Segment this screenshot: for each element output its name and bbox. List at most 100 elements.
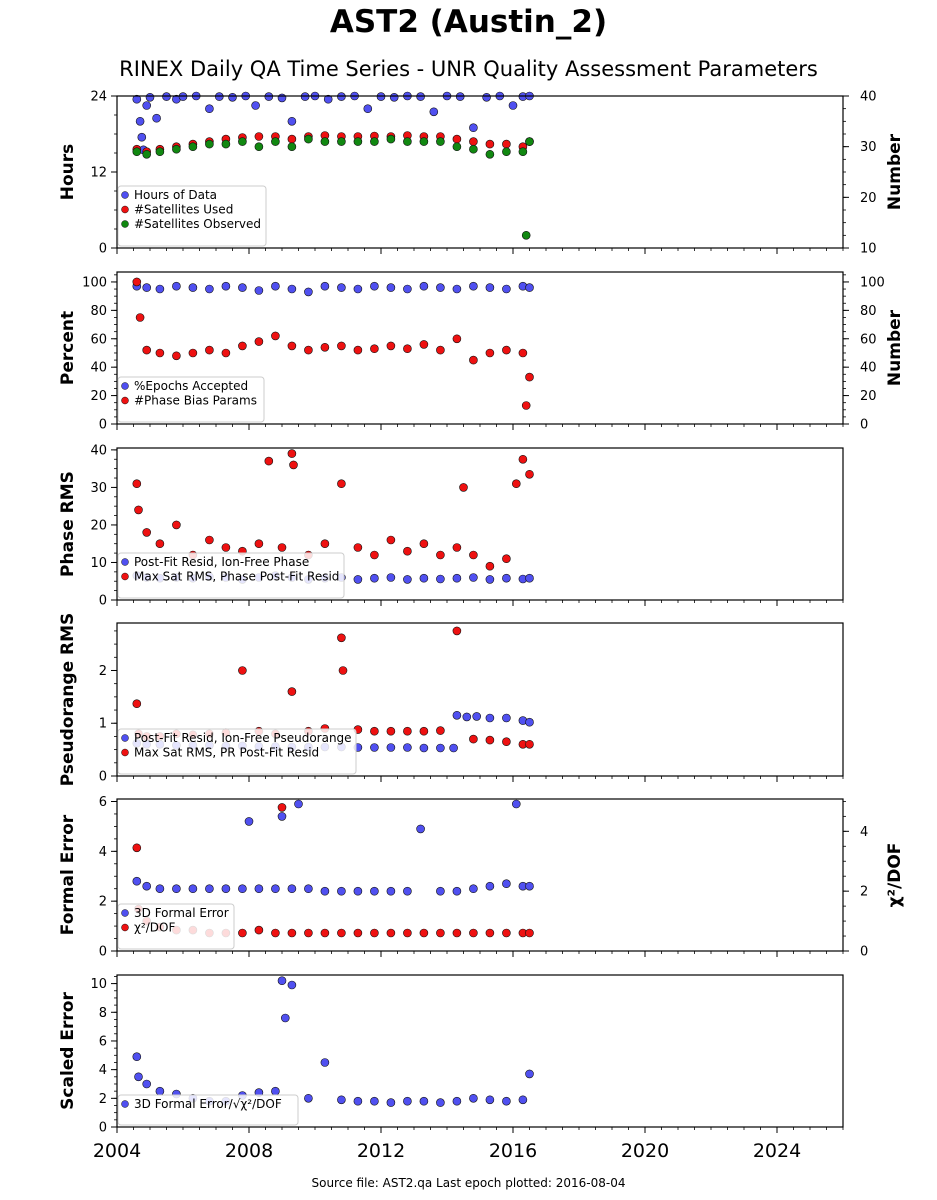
data-point (337, 479, 346, 489)
data-point (419, 137, 429, 146)
data-point (403, 546, 412, 556)
data-point (254, 132, 264, 141)
data-point (221, 281, 231, 291)
data-point (459, 483, 468, 492)
series-5-1 (132, 799, 534, 896)
data-point (525, 137, 534, 146)
data-point (353, 284, 363, 294)
data-point (518, 147, 528, 156)
y-tick-label: 40 (90, 443, 107, 458)
data-point (502, 879, 511, 889)
data-point (419, 539, 429, 549)
y-tick-label: 2 (99, 664, 107, 679)
data-point (271, 884, 280, 894)
data-point (137, 132, 147, 142)
data-point (403, 726, 412, 736)
data-point (188, 884, 198, 894)
legend-marker (121, 558, 129, 566)
data-point (518, 1095, 528, 1105)
data-point (502, 139, 511, 149)
chart-subtitle: RINEX Daily QA Time Series - UNR Quality… (119, 57, 818, 81)
legend-label: #Satellites Observed (134, 217, 261, 231)
data-point (304, 884, 313, 894)
data-point (142, 150, 151, 159)
legend-label: %Epochs Accepted (134, 379, 248, 393)
data-point (205, 284, 214, 294)
data-point (386, 743, 396, 752)
x-tick-label: 2024 (753, 1140, 801, 1162)
y-tick-label: 10 (90, 556, 107, 571)
data-point (436, 345, 445, 355)
data-point (353, 575, 363, 584)
data-point (469, 928, 478, 938)
data-point (271, 137, 280, 146)
data-point (152, 113, 161, 123)
data-point (403, 344, 412, 354)
data-point (142, 345, 151, 355)
data-point (287, 117, 297, 126)
legend-box (117, 552, 345, 599)
data-point (419, 928, 429, 938)
data-point (132, 876, 142, 886)
chart-title: AST2 (Austin_2) (329, 4, 608, 40)
data-point (485, 735, 495, 745)
y-tick-label: 1 (99, 717, 107, 732)
panel-2: 0 20 40 60 80 100 0 20 40 60 80 100 Number Percent %Ep… (58, 271, 905, 433)
y-tick-label: 60 (90, 332, 107, 347)
data-point (132, 479, 142, 489)
data-point (452, 710, 462, 720)
data-point (386, 535, 396, 545)
data-point (386, 1098, 396, 1107)
data-point (221, 348, 231, 358)
data-point (370, 743, 379, 752)
data-point (469, 1094, 478, 1103)
data-point (134, 505, 143, 515)
legend: Hours of Data#Satellites Used#Satellites… (117, 185, 267, 247)
data-point (142, 528, 151, 537)
data-point (502, 573, 511, 583)
legend-marker (121, 1100, 129, 1108)
y-tick-label: 20 (90, 518, 107, 533)
data-point (485, 139, 495, 149)
data-point (254, 539, 264, 549)
data-point (264, 456, 274, 466)
data-point (337, 283, 346, 292)
data-point (228, 93, 237, 102)
panel-4: 0 1 2 Pseudorange RMS Post-Fit Resid, Ion-Fr… (58, 613, 844, 786)
data-point (172, 520, 181, 530)
data-point (403, 284, 412, 294)
legend-marker (121, 220, 129, 228)
y2-tick-label: 0 (860, 945, 868, 960)
series-2-1 (132, 281, 534, 297)
data-point (353, 137, 363, 146)
y2-tick-label: 2 (860, 885, 868, 900)
legend-marker (121, 191, 129, 199)
data-point (155, 884, 165, 894)
legend-label: Max Sat RMS, PR Post-Fit Resid (134, 746, 319, 760)
data-point (436, 574, 445, 584)
data-point (452, 543, 462, 552)
data-point (502, 345, 511, 355)
y2-axis-label: Number (885, 309, 905, 386)
y-axis-label: Phase RMS (58, 471, 78, 577)
legend-label: #Phase Bias Params (134, 394, 257, 408)
data-point (518, 454, 528, 464)
y-tick-label: 0 (99, 418, 107, 433)
legend: 3D Formal Error/√χ²/DOF (117, 1094, 299, 1126)
data-point (525, 739, 534, 749)
data-point (205, 139, 214, 149)
y2-tick-label: 4 (860, 825, 868, 840)
data-point (485, 575, 495, 584)
data-point (238, 928, 247, 938)
data-point (337, 886, 346, 896)
data-point (338, 666, 348, 675)
data-point (462, 712, 472, 722)
data-point (337, 137, 346, 146)
data-point (502, 928, 511, 938)
data-point (271, 331, 280, 341)
data-point (142, 101, 151, 110)
data-point (370, 281, 379, 291)
y2-tick-label: 10 (860, 242, 877, 257)
y-tick-label: 6 (99, 795, 107, 810)
